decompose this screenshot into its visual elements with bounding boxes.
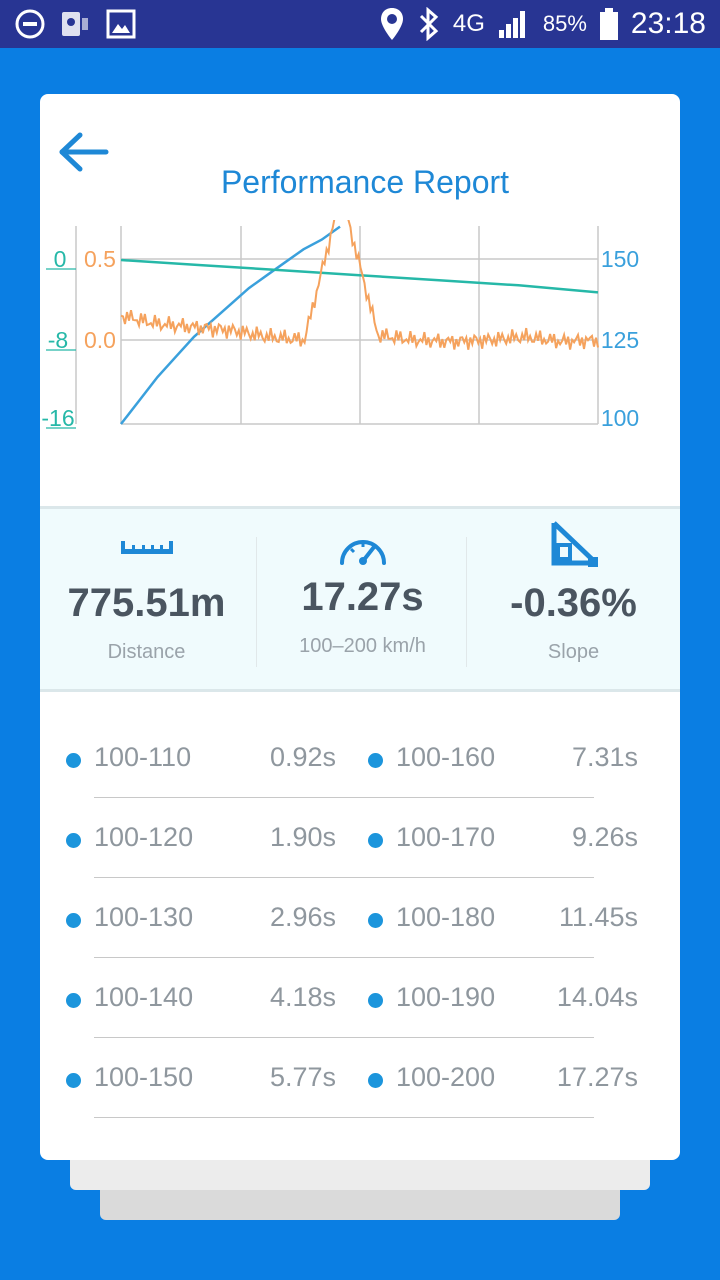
split-row: 100-140 4.18s 100-190 14.04s — [40, 948, 680, 1038]
split-time: 1.90s — [269, 822, 336, 852]
split-time: 14.04s — [556, 982, 638, 1012]
bullet-dot — [66, 753, 81, 768]
bullet-dot — [66, 993, 81, 1008]
split-range: 100-160 — [396, 742, 496, 772]
do-not-disturb-icon — [15, 9, 45, 39]
page-title: Performance Report — [220, 164, 510, 200]
slope-icon — [551, 521, 598, 567]
row-divider — [94, 1037, 594, 1038]
ruler-icon — [120, 541, 173, 554]
split-range: 100-130 — [94, 902, 194, 932]
split-range: 100-200 — [396, 1062, 496, 1092]
bullet-dot — [368, 1073, 383, 1088]
split-time: 17.27s — [556, 1062, 638, 1092]
network-type: 4G — [452, 10, 485, 37]
acceleration-value: 17.27s — [301, 575, 424, 619]
status-bar: 4G 85% 23:18 — [0, 0, 720, 48]
stats-divider — [256, 537, 257, 667]
split-row: 100-110 0.92s 100-160 7.31s — [40, 708, 680, 798]
media-cast-icon — [62, 12, 88, 36]
split-row: 100-120 1.90s 100-170 9.26s — [40, 788, 680, 878]
row-divider — [94, 797, 594, 798]
stat-acceleration: 17.27s 100–200 km/h — [256, 509, 469, 689]
stat-distance: 775.51m Distance — [40, 509, 253, 689]
y-tick-left-outer: -8 — [48, 327, 68, 353]
battery-icon — [599, 8, 618, 40]
row-divider — [94, 877, 594, 878]
split-time: 0.92s — [269, 742, 336, 772]
bullet-dot — [66, 913, 81, 928]
bullet-dot — [368, 913, 383, 928]
y-tick-left-inner: 0.5 — [84, 246, 116, 272]
series-line-speed — [120, 225, 341, 425]
report-card: Performance Report 0 -8 -16 0.5 0.0 150 125 100… — [40, 94, 680, 1160]
split-time: 11.45s — [558, 902, 638, 932]
y-tick-right: 150 — [601, 246, 639, 272]
y-tick-left-inner: 0.0 — [84, 327, 116, 353]
stat-slope: -0.36% Slope — [467, 509, 680, 689]
row-divider — [94, 957, 594, 958]
bluetooth-icon — [419, 7, 439, 41]
split-row: 100-150 5.77s 100-200 17.27s — [40, 1028, 680, 1118]
arrow-left-icon — [59, 132, 109, 172]
back-button[interactable] — [56, 130, 116, 178]
bullet-dot — [66, 833, 81, 848]
bullet-dot — [368, 993, 383, 1008]
stats-panel: 775.51m Distance 17.27s 100–200 km/h — [40, 506, 680, 692]
bullet-dot — [368, 753, 383, 768]
speedometer-icon — [339, 540, 386, 565]
split-range: 100-110 — [94, 742, 192, 772]
series-line-acceleration — [120, 220, 599, 350]
gallery-icon — [106, 9, 136, 39]
split-time: 4.18s — [269, 982, 336, 1012]
bullet-dot — [368, 833, 383, 848]
acceleration-label: 100–200 km/h — [299, 635, 426, 657]
row-divider — [94, 1117, 594, 1118]
series-line-altitude — [120, 258, 599, 294]
split-time: 5.77s — [269, 1062, 336, 1092]
split-range: 100-190 — [396, 982, 496, 1012]
signal-icon — [498, 11, 525, 38]
stats-divider — [466, 537, 467, 667]
split-range: 100-170 — [396, 822, 496, 852]
split-time: 9.26s — [571, 822, 638, 852]
split-time: 2.96s — [269, 902, 336, 932]
split-range: 100-140 — [94, 982, 194, 1012]
performance-chart: 0 -8 -16 0.5 0.0 150 125 100 — [41, 220, 639, 431]
split-time: 7.31s — [571, 742, 638, 772]
y-tick-right: 100 — [601, 405, 639, 431]
location-icon — [380, 8, 403, 40]
slope-label: Slope — [547, 641, 600, 663]
y-tick-right: 125 — [601, 327, 639, 353]
split-range: 100-180 — [396, 902, 496, 932]
y-tick-left-outer: -16 — [41, 405, 74, 431]
clock: 23:18 — [630, 7, 706, 40]
split-range: 100-120 — [94, 822, 194, 852]
battery-percent: 85% — [542, 11, 587, 36]
distance-label: Distance — [107, 641, 186, 663]
distance-value: 775.51m — [67, 581, 226, 625]
split-range: 100-150 — [94, 1062, 194, 1092]
bullet-dot — [66, 1073, 81, 1088]
slope-value: -0.36% — [510, 581, 637, 625]
split-row: 100-130 2.96s 100-180 11.45s — [40, 868, 680, 958]
y-tick-left-outer: 0 — [54, 246, 67, 272]
